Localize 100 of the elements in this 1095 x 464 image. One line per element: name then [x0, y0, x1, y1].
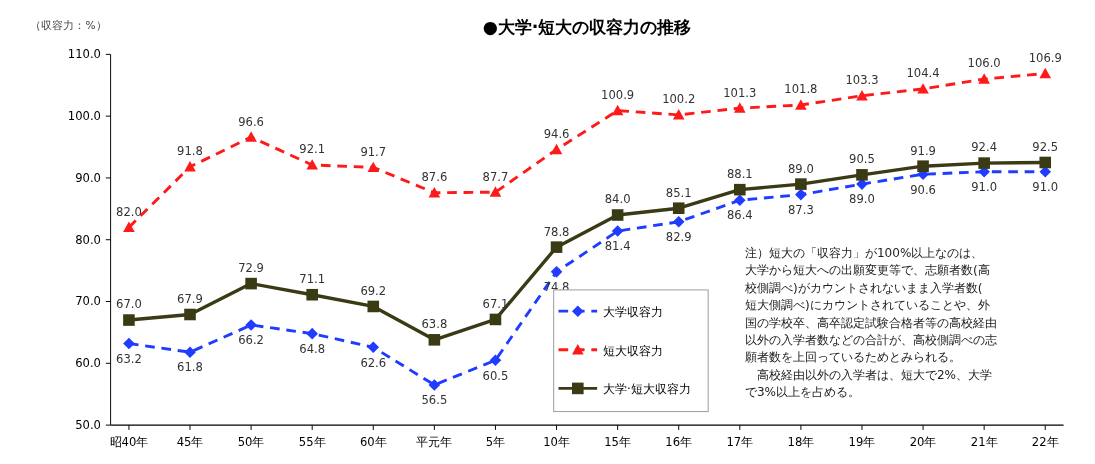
point — [734, 194, 746, 206]
data-label: 66.2 — [238, 333, 264, 348]
x-tick-label: 22年 — [1031, 435, 1059, 450]
point — [367, 161, 380, 173]
data-label: 63.8 — [421, 317, 448, 332]
point — [978, 73, 990, 84]
point — [1039, 67, 1052, 79]
x-tick-label: 昭40年 — [109, 435, 149, 450]
data-label: 90.5 — [849, 152, 875, 167]
x-tick-label: 17年 — [726, 435, 754, 450]
data-label: 88.1 — [726, 167, 753, 182]
point — [1039, 156, 1052, 169]
point — [489, 186, 502, 197]
point — [123, 314, 135, 326]
point — [489, 354, 502, 367]
chart-title: ●大学·短大の収容力の推移 — [482, 17, 692, 38]
data-label: 67.0 — [116, 297, 142, 312]
point — [306, 288, 318, 301]
y-tick-label: 100.0 — [67, 109, 101, 123]
point — [856, 169, 868, 181]
x-tick-label: 平元年 — [416, 435, 453, 450]
data-label: 106.9 — [1028, 50, 1062, 65]
data-label: 69.2 — [360, 283, 387, 298]
data-label: 85.1 — [665, 185, 692, 200]
y-tick-label: 80.0 — [75, 232, 101, 247]
legend-label: 大学·短大収容力 — [602, 382, 691, 397]
data-label: 63.2 — [116, 351, 142, 366]
y-tick-label: 50.0 — [75, 417, 101, 432]
point — [611, 104, 624, 116]
point — [428, 334, 441, 346]
data-label: 60.5 — [482, 368, 509, 383]
data-label: 56.5 — [421, 393, 448, 408]
data-label: 91.7 — [360, 144, 387, 159]
point — [611, 225, 624, 237]
data-label: 84.0 — [604, 192, 631, 207]
point — [306, 159, 318, 170]
x-tick-label: 16年 — [665, 435, 693, 450]
point — [550, 241, 563, 253]
data-label: 106.0 — [967, 56, 1001, 71]
point — [489, 313, 502, 326]
data-label: 81.4 — [604, 239, 631, 254]
data-label: 92.1 — [299, 142, 326, 157]
data-label: 64.8 — [299, 341, 326, 356]
data-label: 71.1 — [299, 272, 326, 287]
y-tick-label: 90.0 — [75, 170, 101, 185]
data-label: 82.9 — [665, 230, 692, 245]
y-tick-label: 110.0 — [67, 47, 101, 62]
point — [917, 83, 929, 94]
point — [245, 319, 257, 331]
point — [367, 341, 380, 354]
data-label: 101.3 — [723, 85, 757, 100]
data-label: 100.9 — [601, 87, 635, 102]
x-tick-label: 21年 — [970, 435, 998, 450]
point — [672, 216, 685, 228]
data-label: 91.0 — [1032, 180, 1059, 195]
point — [550, 266, 563, 278]
data-label: 104.4 — [906, 66, 940, 81]
point — [672, 202, 685, 214]
point — [734, 183, 746, 196]
point — [795, 178, 807, 190]
y-tick-label: 70.0 — [75, 294, 101, 309]
data-label: 91.8 — [177, 144, 203, 159]
point — [184, 308, 196, 321]
point — [428, 186, 441, 198]
x-tick-label: 5年 — [485, 435, 506, 450]
x-tick-label: 18年 — [787, 435, 815, 450]
data-label: 86.4 — [726, 208, 753, 223]
data-label: 92.4 — [971, 140, 998, 155]
data-label: 91.0 — [971, 180, 998, 195]
point — [123, 221, 135, 232]
x-tick-label: 60年 — [359, 435, 387, 450]
data-label: 90.6 — [910, 182, 936, 197]
point — [550, 143, 563, 155]
annotation: 注）短大の「収容力」が100%以上なのは、大学から短大への出願変更等で、志願者数(高校側調べ)がカウントされないまま入学者数(短大側調べ)にカウントされていることや、外国の学校卒、高卒認定試験合格者等の高校経由以外の入学者数などの合計が、高校側調べの志願者数を上回っているためとみられる。 — [743, 246, 997, 365]
data-label: 78.8 — [543, 224, 570, 239]
x-tick-label: 10年 — [543, 435, 570, 450]
data-label: 67.1 — [482, 296, 509, 311]
point — [428, 379, 441, 391]
point — [123, 337, 135, 350]
point — [611, 209, 624, 221]
data-label: 101.8 — [784, 82, 818, 97]
annotation: 高校経由以外の入学者は、短大で2%、大学で3%以上を占める。 — [744, 367, 993, 400]
x-tick-label: 19年 — [848, 435, 876, 450]
data-label: 91.9 — [910, 143, 936, 158]
point — [184, 346, 196, 358]
y-axis-title: （収容力：%） — [30, 19, 107, 33]
point — [245, 131, 257, 142]
point — [184, 161, 196, 172]
data-label: 87.3 — [788, 202, 814, 217]
point — [734, 102, 746, 113]
legend-label: 大学収容力 — [602, 305, 663, 319]
x-tick-label: 55年 — [298, 435, 326, 450]
point — [917, 160, 929, 172]
point — [978, 157, 990, 169]
point — [795, 99, 807, 110]
y-tick-label: 60.0 — [75, 356, 101, 371]
point — [856, 89, 868, 101]
point — [795, 188, 807, 201]
point — [367, 300, 380, 313]
data-label: 82.0 — [116, 204, 142, 219]
